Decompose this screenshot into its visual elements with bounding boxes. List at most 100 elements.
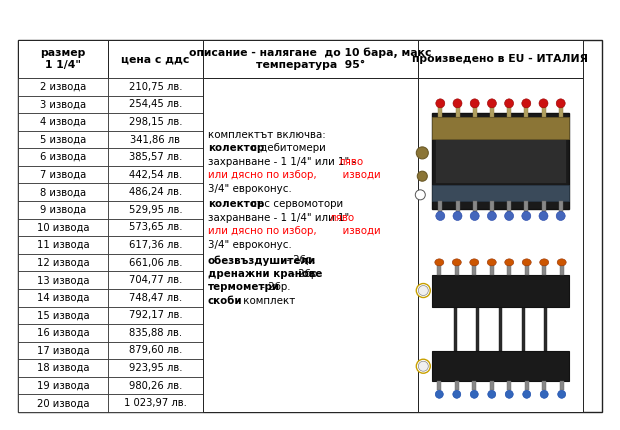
Text: 19 извода: 19 извода xyxy=(37,381,89,390)
Text: 792,17 лв.: 792,17 лв. xyxy=(129,310,182,320)
Bar xyxy=(108,218,203,236)
Bar xyxy=(18,394,108,412)
Text: 3/4" евроконус.: 3/4" евроконус. xyxy=(208,240,292,250)
Bar xyxy=(522,307,525,351)
Bar xyxy=(507,381,512,390)
Bar xyxy=(507,265,512,274)
Bar xyxy=(18,95,108,113)
Circle shape xyxy=(522,212,531,221)
Bar xyxy=(525,265,529,274)
Bar xyxy=(108,307,203,324)
Bar xyxy=(542,265,546,274)
Text: 20 извода: 20 извода xyxy=(37,398,89,408)
Bar xyxy=(18,377,108,394)
Bar xyxy=(18,324,108,342)
Bar xyxy=(432,274,569,307)
Bar xyxy=(541,107,546,117)
Text: 12 извода: 12 извода xyxy=(37,258,89,267)
Text: 879,60 лв.: 879,60 лв. xyxy=(129,345,182,356)
Text: обезвъздушители: обезвъздушители xyxy=(208,255,316,266)
Bar xyxy=(454,307,456,351)
Circle shape xyxy=(415,190,425,200)
Circle shape xyxy=(470,212,479,221)
Bar xyxy=(472,107,477,117)
Bar xyxy=(472,265,476,274)
Bar xyxy=(438,107,442,117)
Circle shape xyxy=(416,359,430,373)
Text: 617,36 лв.: 617,36 лв. xyxy=(129,240,182,250)
Bar xyxy=(507,107,511,117)
Bar xyxy=(108,359,203,377)
Ellipse shape xyxy=(487,259,496,266)
Bar xyxy=(108,236,203,254)
Text: захранване - 1 1/4" или 1": захранване - 1 1/4" или 1" xyxy=(208,213,353,223)
Bar xyxy=(456,201,459,212)
Text: 11 извода: 11 извода xyxy=(37,240,89,250)
Circle shape xyxy=(416,147,428,159)
Bar xyxy=(437,265,441,274)
Text: 980,26 лв.: 980,26 лв. xyxy=(129,381,182,390)
Text: 298,15 лв.: 298,15 лв. xyxy=(129,117,182,127)
Bar xyxy=(18,40,602,412)
Circle shape xyxy=(418,361,428,371)
Bar xyxy=(525,201,528,212)
Text: 1 023,97 лв.: 1 023,97 лв. xyxy=(124,398,187,408)
Bar xyxy=(18,166,108,184)
Bar xyxy=(456,107,459,117)
Text: скоби: скоби xyxy=(208,296,242,306)
Text: захранване - 1 1/4" или 1" -: захранване - 1 1/4" или 1" - xyxy=(208,157,360,167)
Bar xyxy=(203,78,418,412)
Text: 2 извода: 2 извода xyxy=(40,82,86,92)
Circle shape xyxy=(418,286,428,295)
Text: 17 извода: 17 извода xyxy=(37,345,89,356)
Circle shape xyxy=(417,171,427,181)
Circle shape xyxy=(453,390,461,398)
Bar xyxy=(435,139,565,183)
Bar xyxy=(499,307,502,351)
Text: - 2бр.: - 2бр. xyxy=(283,255,316,265)
Bar xyxy=(108,95,203,113)
Bar xyxy=(525,107,528,117)
Text: - комплект: - комплект xyxy=(233,296,295,306)
Text: 16 извода: 16 извода xyxy=(37,328,89,338)
Circle shape xyxy=(540,390,548,398)
Bar xyxy=(18,359,108,377)
Text: 14 извода: 14 извода xyxy=(37,293,89,303)
Bar xyxy=(432,185,569,201)
Text: 442,54 лв.: 442,54 лв. xyxy=(129,170,182,180)
Circle shape xyxy=(523,390,531,398)
Bar xyxy=(108,78,203,95)
Text: - 2бр.: - 2бр. xyxy=(288,269,321,279)
Text: 704,77 лв.: 704,77 лв. xyxy=(129,275,182,285)
Circle shape xyxy=(556,212,565,221)
Ellipse shape xyxy=(557,259,566,266)
Bar xyxy=(18,236,108,254)
Text: 3 извода: 3 извода xyxy=(40,99,86,109)
Text: дренажни кранове: дренажни кранове xyxy=(208,269,322,279)
Text: комплектът включва:: комплектът включва: xyxy=(208,130,326,140)
Circle shape xyxy=(470,99,479,108)
Bar xyxy=(432,113,569,209)
Bar xyxy=(541,201,546,212)
Circle shape xyxy=(488,390,496,398)
Bar xyxy=(18,201,108,218)
Circle shape xyxy=(453,212,462,221)
Text: 7 извода: 7 извода xyxy=(40,170,86,180)
Text: 661,06 лв.: 661,06 лв. xyxy=(129,258,182,267)
Bar xyxy=(472,381,476,390)
Circle shape xyxy=(505,99,513,108)
Text: с дебитомери: с дебитомери xyxy=(248,143,326,153)
Bar xyxy=(18,40,108,78)
Circle shape xyxy=(416,283,430,298)
Text: размер
1 1/4": размер 1 1/4" xyxy=(40,48,86,70)
Bar xyxy=(108,148,203,166)
Bar xyxy=(18,131,108,148)
Bar xyxy=(432,351,569,381)
Bar xyxy=(418,78,583,412)
Ellipse shape xyxy=(540,259,549,266)
Text: 13 извода: 13 извода xyxy=(37,275,89,285)
Bar xyxy=(455,381,459,390)
Text: 3/4" евроконус.: 3/4" евроконус. xyxy=(208,184,292,194)
Text: 254,45 лв.: 254,45 лв. xyxy=(129,99,182,109)
Bar xyxy=(455,265,459,274)
